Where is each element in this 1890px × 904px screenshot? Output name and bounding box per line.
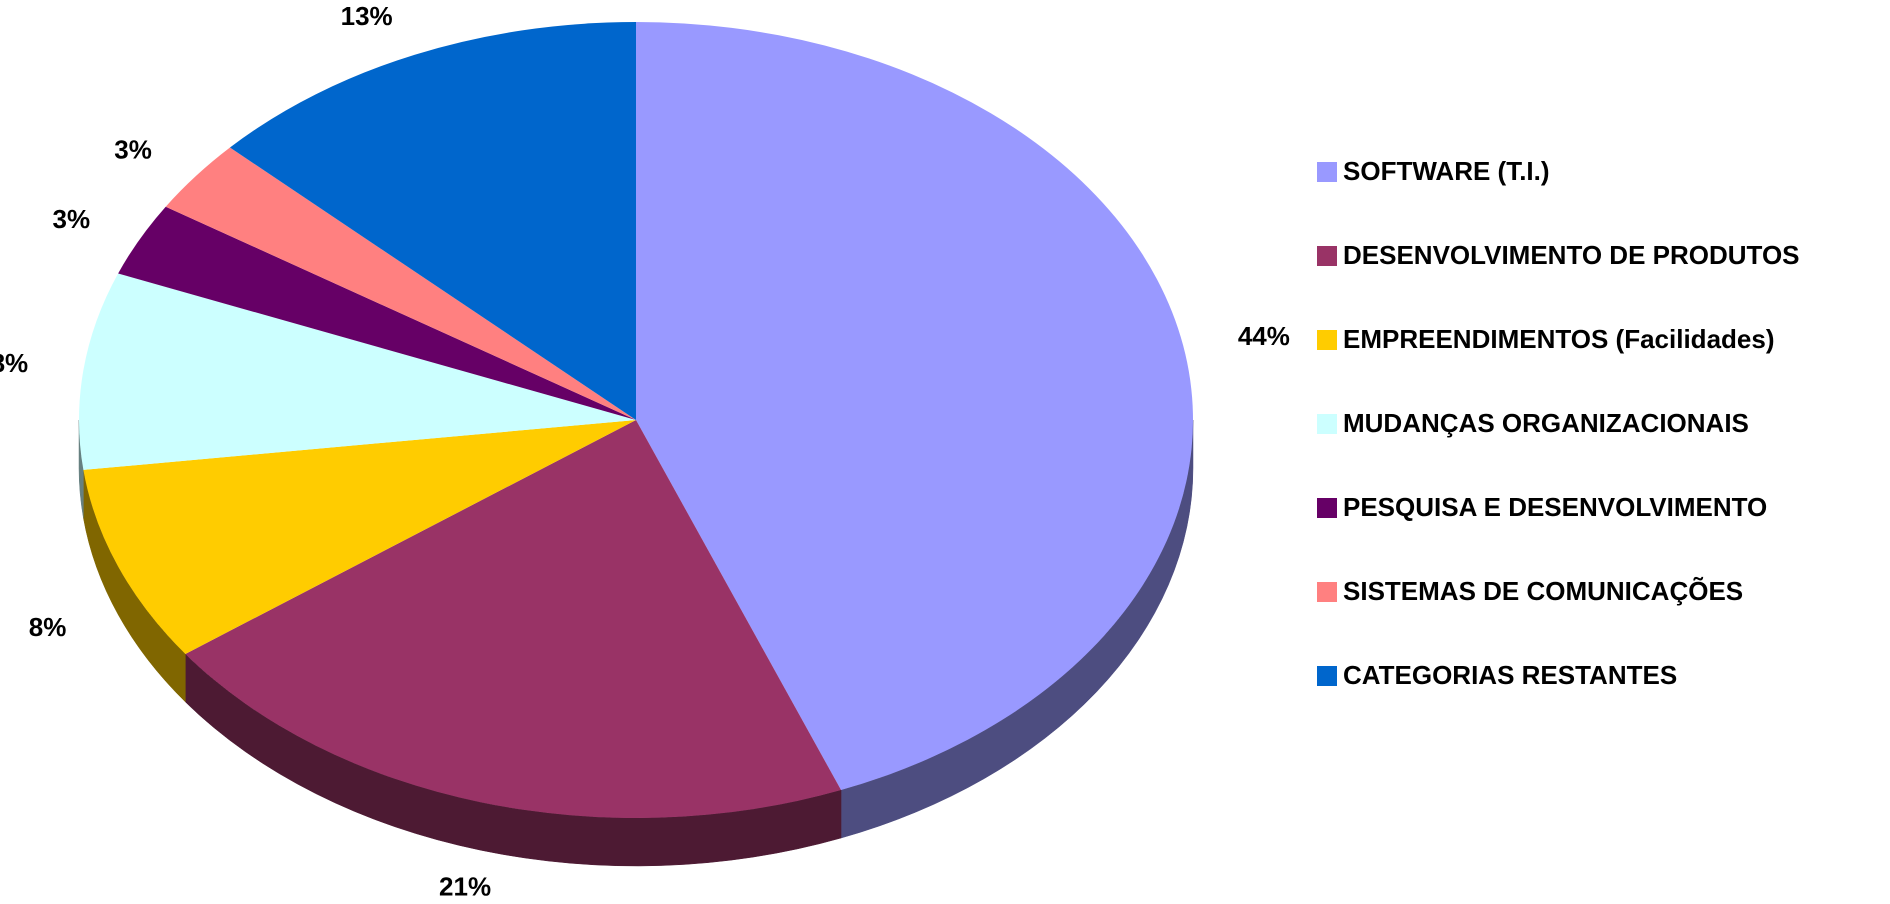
legend-label: CATEGORIAS RESTANTES (1343, 660, 1677, 690)
pie-top (79, 22, 1193, 818)
data-label: 8% (0, 348, 28, 378)
legend-swatch (1317, 582, 1337, 602)
legend-swatch (1317, 330, 1337, 350)
legend-swatch (1317, 246, 1337, 266)
legend-swatch (1317, 498, 1337, 518)
pie-sides (78, 419, 1194, 867)
slice (83, 420, 637, 654)
slice (79, 273, 637, 470)
data-label: 44% (1238, 321, 1290, 351)
legend-label: EMPREENDIMENTOS (Facilidades) (1343, 324, 1775, 354)
legend-swatch (1317, 666, 1337, 686)
slice (636, 22, 1193, 791)
slice (229, 22, 636, 420)
slice (165, 147, 636, 421)
legend-swatch (1317, 414, 1337, 434)
legend-label: DESENVOLVIMENTO DE PRODUTOS (1343, 240, 1800, 270)
legend-swatch (1317, 162, 1337, 182)
legend-label: MUDANÇAS ORGANIZACIONAIS (1343, 408, 1749, 438)
data-label: 3% (53, 204, 91, 234)
slice (118, 206, 636, 420)
legend-label: SOFTWARE (T.I.) (1343, 156, 1550, 186)
slice (185, 420, 842, 818)
data-label: 8% (29, 612, 67, 642)
legend-label: PESQUISA E DESENVOLVIMENTO (1343, 492, 1767, 522)
legend-label: SISTEMAS DE COMUNICAÇÕES (1343, 576, 1743, 606)
data-label: 3% (114, 135, 152, 165)
data-label: 21% (439, 871, 491, 901)
data-label: 13% (341, 1, 393, 31)
